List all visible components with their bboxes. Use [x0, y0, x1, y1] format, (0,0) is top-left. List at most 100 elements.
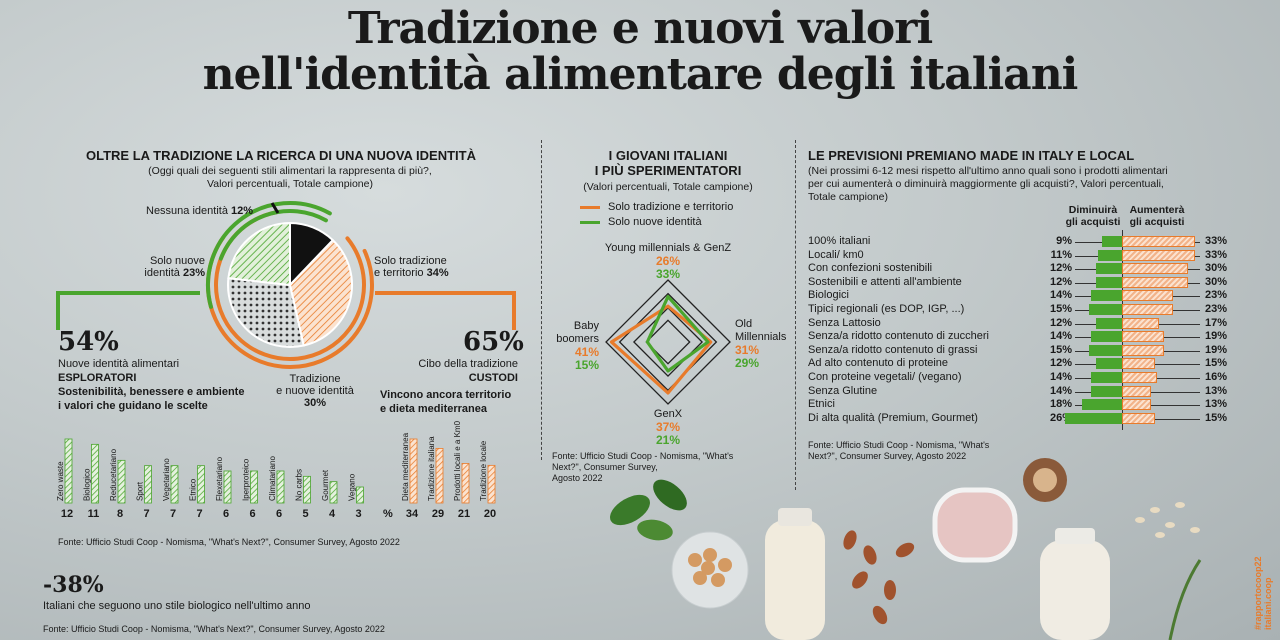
- ring-green-inner: [218, 209, 328, 261]
- forecast-dim-bar: [1089, 304, 1122, 315]
- forecast-dim-bar: [1089, 344, 1122, 356]
- forecast-dim-value: 18%: [1049, 398, 1072, 411]
- cus-bar-0-label: Dieta mediterranea: [401, 432, 410, 501]
- forecast-aum-value: 33%: [1205, 235, 1228, 247]
- forecast-label: Senza Lattosio: [808, 316, 881, 329]
- left-source: Fonte: Ufficio Studi Coop - Nomisma, "Wh…: [58, 537, 400, 547]
- forecast-label: Etnici: [808, 398, 835, 411]
- forecast-aum-bar: [1122, 331, 1164, 343]
- pie-label-tradizione: Solo tradizione e territorio 34%: [374, 255, 449, 279]
- cus-bar-0-value: 34: [406, 508, 419, 520]
- forecast-aum-value: 30%: [1205, 262, 1228, 275]
- cus-bar-1-value: 29: [432, 508, 444, 520]
- radar-label-genx: GenX 37% 21%: [653, 408, 683, 447]
- forecast-aum-value: 17%: [1205, 316, 1228, 329]
- esp-bar-10-bar: [329, 481, 338, 504]
- forecast-aum-value: 30%: [1205, 275, 1228, 288]
- col-header-aumentera: Aumenterà gli acquisti: [1129, 204, 1185, 228]
- generation-radar-chart: [605, 279, 731, 405]
- leaf-icon: [610, 494, 650, 526]
- forecast-aum-value: 23%: [1205, 303, 1228, 315]
- forecast-aum-bar: [1122, 290, 1173, 302]
- esp-bar-5-label: Etnico: [189, 478, 198, 501]
- middle-subtitle: (Valori percentuali, Totale campione): [583, 181, 753, 193]
- esp-bar-4-bar: [170, 465, 179, 504]
- pie-slice-mix: [227, 277, 305, 348]
- forecast-dim-bar: [1095, 276, 1122, 288]
- forecast-aum-value: 23%: [1205, 289, 1228, 302]
- bio-pct: -38%: [43, 572, 104, 598]
- esp-bar-2-bar: [117, 459, 126, 504]
- pie-slice-tradizione: [288, 238, 353, 347]
- right-source: Fonte: Ufficio Studi Coop - Nomisma, "Wh…: [808, 440, 990, 461]
- bottle-icon: [1040, 540, 1110, 640]
- bio-text: Italiani che seguono uno stile biologico…: [43, 600, 311, 612]
- esp-bar-8-bar: [276, 470, 285, 504]
- esp-bar-6-value: 6: [223, 508, 229, 520]
- esploratori-text: Nuove identità alimentari ESPLORATORI So…: [58, 358, 245, 412]
- forecast-label: Con confezioni sostenibili: [808, 262, 933, 275]
- left-source-2: Fonte: Ufficio Studi Coop - Nomisma, "Wh…: [43, 624, 385, 634]
- forecast-dim-bar: [1095, 317, 1122, 329]
- cus-bar-1-label: Tradizione italiana: [427, 436, 436, 501]
- forecast-label: Locali/ km0: [808, 248, 864, 261]
- divider-right: [795, 140, 796, 490]
- cus-bar-3-value: 20: [484, 508, 496, 520]
- forecast-dim-bar: [1091, 385, 1122, 397]
- forecast-aum-bar: [1122, 263, 1188, 275]
- pie-label-nessuna: Nessuna identità 12%: [146, 205, 254, 217]
- cus-bar-2-value: 21: [458, 508, 470, 520]
- forecast-label: Sostenibili e attenti all'ambiente: [808, 275, 962, 288]
- food-illustration: [610, 458, 1202, 640]
- forecast-dim-value: 12%: [1049, 275, 1072, 288]
- esp-bar-2-label: Reducetariano: [109, 448, 118, 501]
- ring-green-outer: [206, 201, 332, 309]
- forecast-label: Tipici regionali (es DOP, IGP, ...): [808, 303, 965, 315]
- left-heading: OLTRE LA TRADIZIONE LA RICERCA DI UNA NU…: [86, 148, 476, 163]
- esp-bar-7-label: Iperproteico: [242, 458, 251, 501]
- esp-bar-6-label: Flexetariano: [215, 456, 224, 501]
- esp-bar-4-label: Vegetariano: [162, 458, 171, 501]
- radar-label-old: Old Millennials 31% 29%: [735, 318, 787, 370]
- forecast-aum-value: 19%: [1205, 343, 1228, 356]
- esp-bar-5-bar: [197, 465, 205, 504]
- esp-bar-9-bar: [303, 475, 311, 504]
- pie-label-nuove: Solo nuove identità 23%: [144, 255, 205, 279]
- esp-bar-5-value: 7: [196, 508, 202, 520]
- forecast-dim-value: 14%: [1049, 289, 1072, 302]
- esp-bar-6-bar: [223, 470, 232, 504]
- forecast-dim-bar: [1091, 372, 1122, 383]
- esp-bar-7-value: 6: [249, 508, 255, 520]
- forecast-label: Senza/a ridotto contenuto di grassi: [808, 343, 978, 356]
- forecast-label: 100% italiani: [808, 235, 871, 247]
- esp-bar-11-bar: [356, 486, 364, 504]
- forecast-label: Senza/a ridotto contenuto di zuccheri: [808, 330, 990, 343]
- forecast-aum-bar: [1122, 385, 1151, 397]
- esp-bar-11-label: Vegano: [348, 473, 357, 501]
- page-title: Tradizione e nuovi valori nell'identità …: [202, 3, 1079, 100]
- leaf-icon: [653, 479, 687, 511]
- col-header-diminuira: Diminuirà gli acquisti: [1065, 204, 1121, 228]
- esp-bar-10-label: Gourmet: [321, 469, 330, 501]
- forecast-aum-bar: [1122, 304, 1173, 315]
- brackets: [56, 291, 516, 330]
- forecast-dim-bar: [1091, 331, 1122, 343]
- forecast-dim-bar: [1091, 290, 1122, 302]
- middle-heading: I GIOVANI ITALIANI I PIÙ SPERIMENTATORI: [594, 148, 742, 178]
- forecast-label: Con proteine vegetali/ (vegano): [808, 371, 962, 383]
- forecast-dim-bar: [1064, 412, 1122, 424]
- forecast-dim-bar: [1082, 399, 1122, 411]
- esp-bar-9-value: 5: [302, 508, 308, 520]
- cus-bar-3-label: Tradizione locale: [479, 440, 488, 501]
- forecast-dim-value: 14%: [1049, 371, 1072, 383]
- esp-bar-0-label: Zero waste: [56, 461, 65, 501]
- esp-bar-4-value: 7: [170, 508, 176, 520]
- custodi-text: Cibo della tradizione CUSTODI: [418, 358, 518, 384]
- cus-bar-1-bar: [435, 448, 444, 504]
- forecast-aum-bar: [1122, 372, 1158, 383]
- forecast-dim-value: 12%: [1049, 262, 1072, 275]
- forecast-aum-bar: [1122, 276, 1188, 288]
- esp-bar-11-value: 3: [355, 508, 361, 520]
- esp-bar-8-value: 6: [276, 508, 282, 520]
- esp-bar-1-bar: [91, 443, 99, 504]
